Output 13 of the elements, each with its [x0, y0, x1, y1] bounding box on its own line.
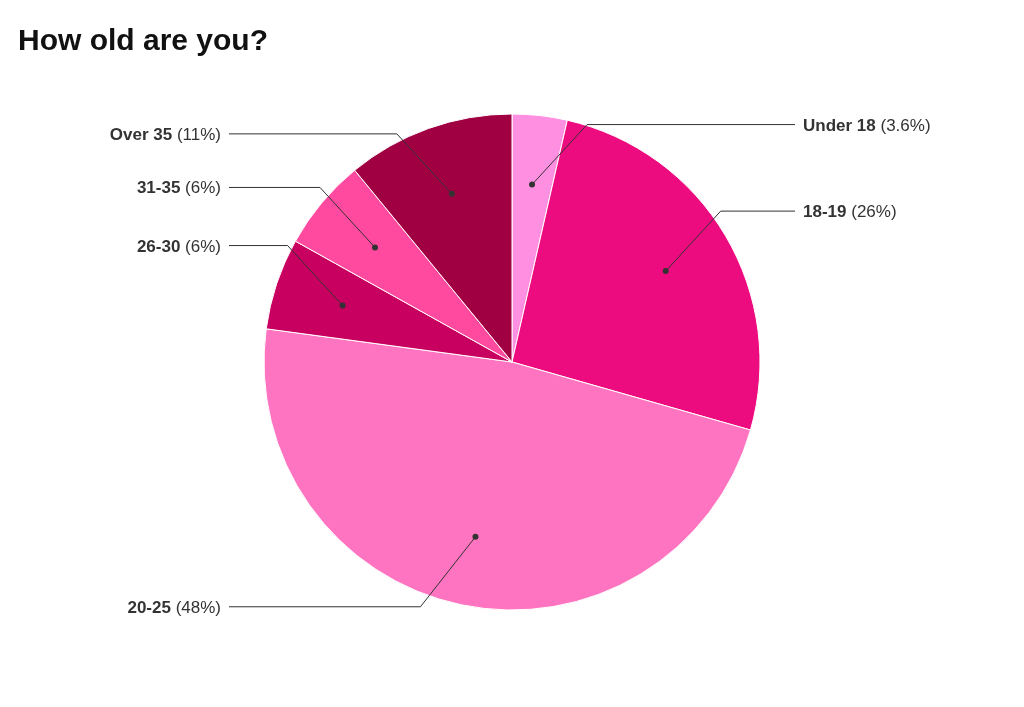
- chart-title: How old are you?: [18, 23, 269, 56]
- data-label: (48%): [170, 597, 221, 617]
- data-label: (6%): [180, 178, 221, 198]
- data-label: (26%): [846, 202, 897, 222]
- data-label: (6%): [180, 236, 221, 256]
- data-label: (11%): [172, 124, 221, 144]
- slice-label: 20-25: [127, 597, 171, 617]
- slice-label: Under 18: [803, 115, 876, 135]
- slice-label: 18-19: [803, 202, 847, 222]
- slice-label: 26-30: [136, 236, 181, 256]
- data-label: (3.6%): [875, 115, 931, 135]
- slice-label: 31-35: [136, 178, 181, 198]
- slice-label: Over 35: [109, 124, 173, 144]
